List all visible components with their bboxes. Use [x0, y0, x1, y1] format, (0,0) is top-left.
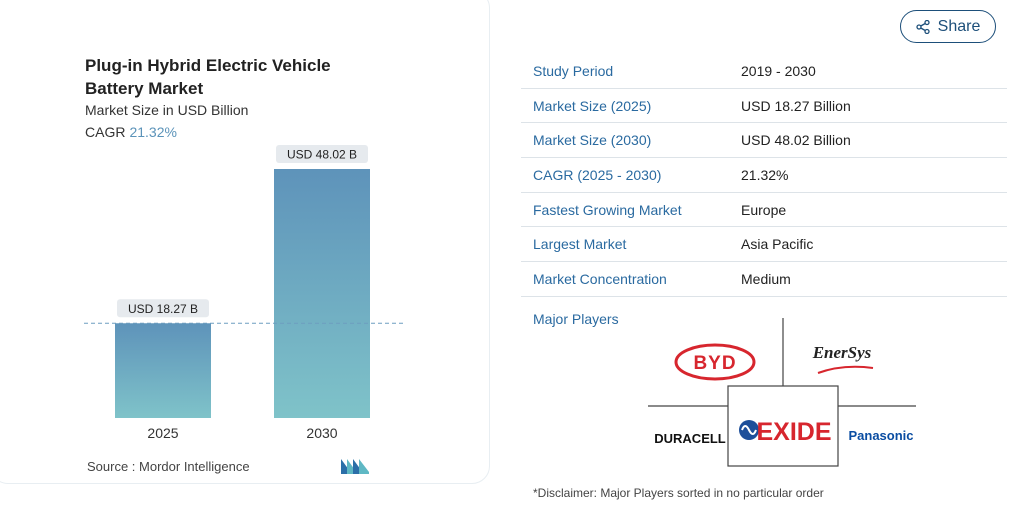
fact-label[interactable]: Study Period — [533, 62, 614, 79]
fact-label[interactable]: Market Size (2025) — [533, 97, 652, 114]
byd-logo-text: BYD — [693, 353, 736, 374]
market-facts-table: Study Period 2019 - 2030 Market Size (202… — [521, 54, 1007, 297]
data-label-2025: USD 18.27 B — [128, 302, 198, 316]
major-players-label[interactable]: Major Players — [533, 311, 619, 327]
fact-row-largest-market: Largest Market Asia Pacific — [521, 227, 1007, 263]
cagr-value: 21.32% — [129, 124, 177, 140]
source-text: Source : Mordor Intelligence — [87, 459, 250, 474]
chart-subtitle: Market Size in USD Billion — [85, 102, 249, 118]
major-players-logos: BYD EnerSys DURACELL EXIDE Panasonic — [648, 318, 916, 467]
byd-logo: BYD — [674, 343, 756, 381]
fact-value: USD 18.27 Billion — [741, 97, 851, 114]
fact-row-cagr: CAGR (2025 - 2030) 21.32% — [521, 158, 1007, 193]
x-tick-label-2030: 2030 — [306, 425, 337, 441]
cagr-label: CAGR — [85, 124, 126, 140]
panasonic-logo: Panasonic — [848, 428, 913, 443]
mordor-intelligence-logo — [341, 459, 369, 474]
fact-row-concentration: Market Concentration Medium — [521, 262, 1007, 297]
bar-chart: USD 18.27 B 2025 USD 48.02 B 2030 — [84, 145, 404, 441]
fact-row-study-period: Study Period 2019 - 2030 — [521, 54, 1007, 89]
share-button[interactable]: Share — [900, 10, 996, 43]
fact-label[interactable]: CAGR (2025 - 2030) — [533, 166, 662, 183]
chart-card — [0, 0, 490, 484]
enersys-logo-text: EnerSys — [812, 343, 872, 362]
fact-value: Europe — [741, 201, 787, 218]
exide-logo-text: EXIDE — [756, 418, 831, 446]
fact-value: 2019 - 2030 — [741, 62, 816, 79]
fact-label[interactable]: Fastest Growing Market — [533, 201, 682, 218]
fact-value: 21.32% — [741, 166, 789, 183]
fact-row-market-size-2030: Market Size (2030) USD 48.02 Billion — [521, 123, 1007, 159]
share-label: Share — [937, 17, 981, 35]
fact-row-market-size-2025: Market Size (2025) USD 18.27 Billion — [521, 89, 1007, 124]
data-label-box-2025 — [117, 299, 209, 318]
disclaimer: *Disclaimer: Major Players sorted in no … — [533, 486, 824, 500]
exide-logo: EXIDE — [739, 418, 832, 446]
enersys-logo: EnerSys — [812, 343, 874, 374]
data-label-box-2030 — [276, 145, 368, 163]
duracell-logo: DURACELL — [654, 431, 726, 446]
bar-2030 — [274, 169, 370, 418]
fact-row-fastest-growing: Fastest Growing Market Europe — [521, 193, 1007, 228]
fact-value: Asia Pacific — [741, 236, 814, 253]
fact-label[interactable]: Market Concentration — [533, 270, 667, 287]
share-icon — [915, 19, 930, 34]
cagr-line: CAGR 21.32% — [85, 124, 177, 140]
panasonic-logo-text: Panasonic — [848, 428, 913, 443]
chart-title: Plug-in Hybrid Electric Vehicle Battery … — [85, 56, 331, 98]
fact-value: Medium — [741, 270, 791, 287]
bar-2025 — [115, 323, 211, 418]
duracell-logo-text: DURACELL — [654, 431, 726, 446]
data-label-2030: USD 48.02 B — [287, 148, 357, 162]
fact-label[interactable]: Largest Market — [533, 236, 627, 253]
x-tick-label-2025: 2025 — [147, 425, 178, 441]
fact-label[interactable]: Market Size (2030) — [533, 132, 652, 149]
fact-value: USD 48.02 Billion — [741, 132, 851, 149]
